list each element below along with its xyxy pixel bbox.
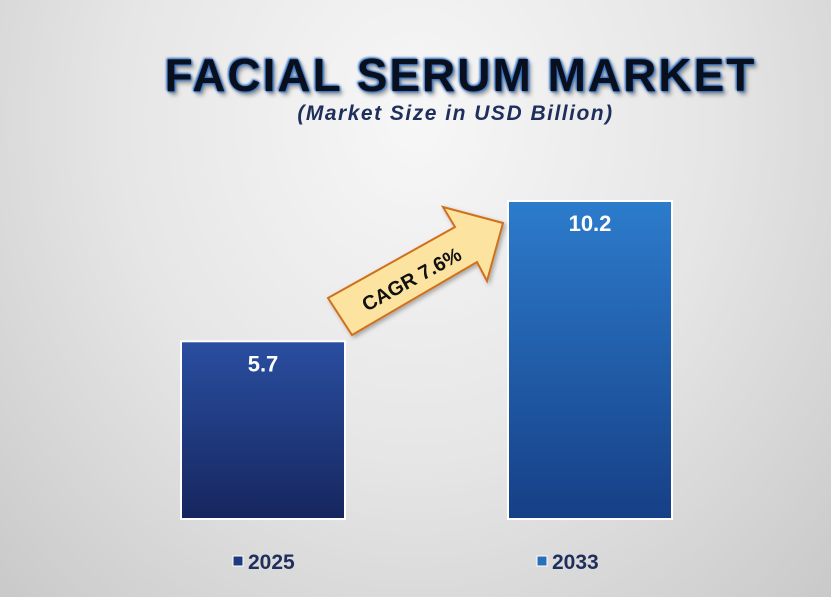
data-label: 5.7 (248, 351, 279, 376)
legend-label: 2025 (248, 551, 295, 574)
legend-swatch (232, 555, 244, 567)
cagr-arrow: CAGR 7.6% (326, 205, 505, 337)
data-label: 10.2 (569, 211, 612, 236)
legend-swatch (536, 555, 548, 567)
chart-subtitle: (Market Size in USD Billion) (297, 102, 614, 125)
bar-2033 (507, 200, 673, 520)
chart-title: FACIAL SERUM MARKET (164, 49, 757, 101)
legend-label: 2033 (552, 551, 599, 574)
bar-2025 (180, 340, 346, 521)
